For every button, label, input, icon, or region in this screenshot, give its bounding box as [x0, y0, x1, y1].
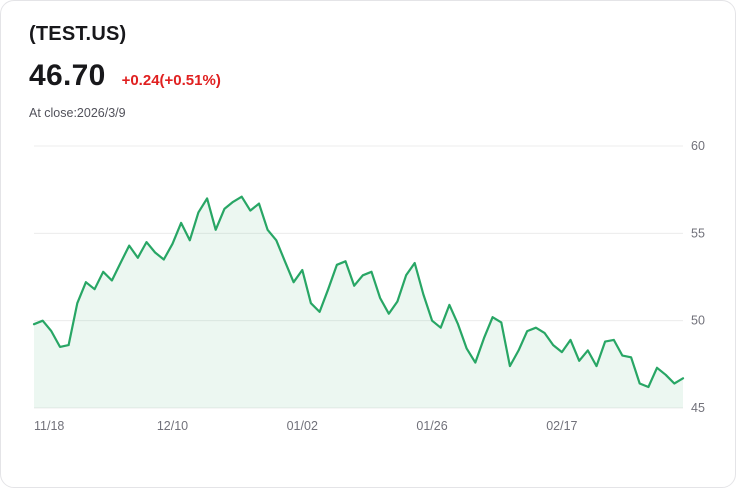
as-of-date: At close:2026/3/9 — [29, 106, 126, 120]
price-row: 46.70 +0.24(+0.51%) — [29, 59, 707, 93]
x-axis-label: 01/26 — [416, 419, 447, 433]
x-axis-label: 12/10 — [157, 419, 188, 433]
price-change: +0.24(+0.51%) — [121, 72, 221, 89]
stock-symbol: (TEST.US) — [29, 23, 127, 45]
price-chart-svg[interactable]: 60 55 50 45 11/18 12/10 01/02 01/26 02/17 — [31, 132, 731, 462]
y-axis-label: 50 — [691, 314, 705, 328]
stock-header: (TEST.US) 46.70 +0.24(+0.51%) At close:2… — [1, 1, 735, 120]
x-axis-label: 11/18 — [34, 419, 64, 433]
x-axis-label: 01/02 — [287, 419, 318, 433]
y-axis-label: 45 — [691, 401, 705, 415]
price-chart[interactable]: 60 55 50 45 11/18 12/10 01/02 01/26 02/17 — [1, 120, 735, 467]
x-axis-label: 02/17 — [546, 419, 577, 433]
price-line — [32, 195, 685, 389]
stock-price: 46.70 — [29, 59, 106, 92]
price-area — [34, 196, 683, 408]
y-axis-label: 60 — [691, 139, 705, 153]
y-axis-label: 55 — [691, 226, 705, 240]
